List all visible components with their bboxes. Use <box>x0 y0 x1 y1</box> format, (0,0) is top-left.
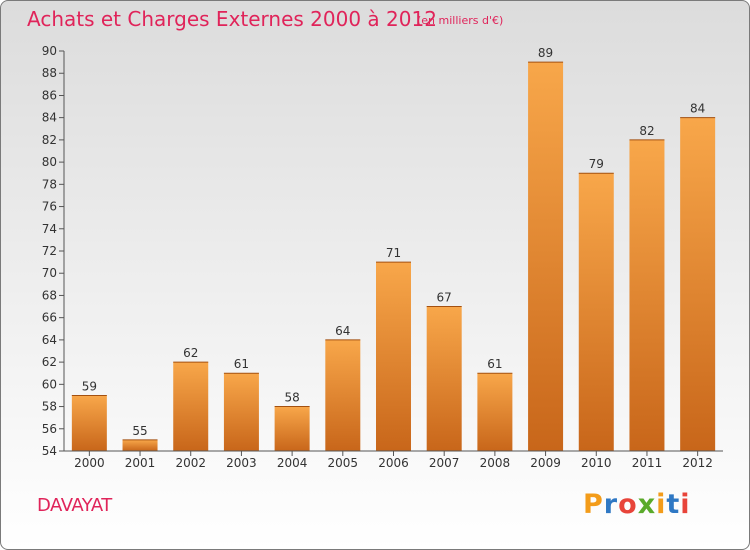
y-tick-label: 80 <box>42 155 57 169</box>
x-tick-label: 2006 <box>378 456 409 470</box>
x-tick-label: 2012 <box>682 456 713 470</box>
y-tick-label: 84 <box>42 111 57 125</box>
y-tick-label: 76 <box>42 200 57 214</box>
x-tick-label: 2004 <box>277 456 308 470</box>
bar-2011 <box>629 139 665 451</box>
y-tick-label: 88 <box>42 66 57 80</box>
bar-value-label: 84 <box>690 102 705 116</box>
bar-value-label: 64 <box>335 324 350 338</box>
bars-group: 59 55 62 61 58 64 71 67 61 89 79 82 84 <box>71 46 716 452</box>
x-tick-label: 2008 <box>480 456 511 470</box>
chart-title: Achats et Charges Externes 2000 à 2012 <box>27 7 437 31</box>
x-tick-label: 2011 <box>632 456 663 470</box>
bar-2008 <box>477 373 513 451</box>
bar-value-label: 58 <box>284 391 299 405</box>
bar-2004 <box>274 406 310 451</box>
chart-unit: (en milliers d'€) <box>417 14 504 27</box>
bar-value-label: 71 <box>386 246 401 260</box>
x-tick-label: 2009 <box>530 456 561 470</box>
bar-2009 <box>528 62 564 451</box>
bar-value-label: 59 <box>82 379 97 393</box>
y-tick-label: 64 <box>42 333 57 347</box>
y-tick-label: 72 <box>42 244 57 258</box>
bar-2005 <box>325 339 361 451</box>
bar-2000 <box>71 395 107 451</box>
proxiti-logo[interactable]: Proxiti <box>583 489 691 520</box>
y-tick-label: 66 <box>42 311 57 325</box>
bar-value-label: 89 <box>538 46 553 60</box>
logo-letter: P <box>583 489 604 520</box>
y-tick-label: 90 <box>42 44 57 58</box>
bar-value-label: 55 <box>132 424 147 438</box>
y-axis: 54 56 58 60 62 64 66 68 70 72 74 76 78 80 82 84 86 88 90 <box>42 44 65 458</box>
x-tick-label: 2000 <box>74 456 105 470</box>
bar-value-label: 61 <box>487 357 502 371</box>
y-tick-label: 70 <box>42 266 57 280</box>
logo-letter: o <box>618 489 638 520</box>
bar-2003 <box>223 373 259 451</box>
bar-value-label: 79 <box>589 157 604 171</box>
bar-2002 <box>173 362 209 451</box>
logo-letter: t <box>666 489 681 520</box>
y-tick-label: 78 <box>42 177 57 191</box>
y-tick-label: 68 <box>42 288 57 302</box>
y-tick-label: 62 <box>42 355 57 369</box>
x-tick-label: 2007 <box>429 456 460 470</box>
y-tick-label: 56 <box>42 422 57 436</box>
bar-value-label: 82 <box>639 124 654 138</box>
bar-2001 <box>122 439 158 451</box>
bar-2010 <box>578 173 614 451</box>
logo-letter: x <box>637 489 657 520</box>
y-tick-label: 60 <box>42 377 57 391</box>
bar-value-label: 62 <box>183 346 198 360</box>
bar-2006 <box>376 262 411 451</box>
bar-value-label: 61 <box>234 357 249 371</box>
y-tick-label: 86 <box>42 88 57 102</box>
y-tick-label: 54 <box>42 444 57 458</box>
logo-letter: i <box>680 489 691 520</box>
x-tick-label: 2003 <box>226 456 257 470</box>
bar-2012 <box>680 117 716 452</box>
logo-letter: i <box>656 489 667 520</box>
logo-letter: r <box>603 489 619 520</box>
x-axis: 2000 2001 2002 2003 2004 2005 2006 2007 2008 2009… <box>64 450 723 470</box>
y-tick-label: 82 <box>42 133 57 147</box>
x-tick-label: 2001 <box>125 456 156 470</box>
y-tick-label: 58 <box>42 400 57 414</box>
x-tick-label: 2005 <box>328 456 359 470</box>
x-tick-label: 2002 <box>175 456 206 470</box>
bar-2007 <box>426 306 462 451</box>
y-tick-label: 74 <box>42 222 57 236</box>
bar-value-label: 67 <box>437 291 452 305</box>
x-tick-label: 2010 <box>581 456 612 470</box>
commune-name: DAVAYAT <box>37 495 112 516</box>
